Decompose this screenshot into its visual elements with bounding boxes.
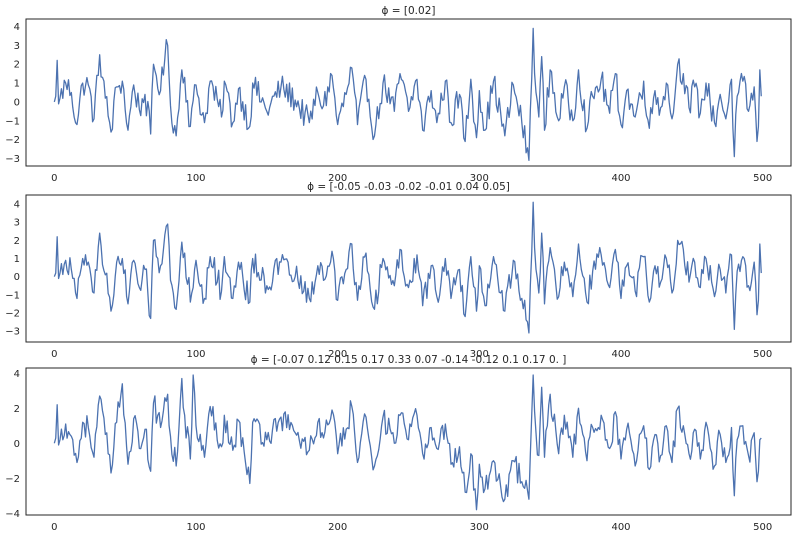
y-tick-label: −1 [5, 290, 20, 301]
y-tick-label: 3 [14, 218, 20, 229]
series-line [53, 374, 762, 511]
x-tick-label: 300 [470, 349, 489, 360]
y-tick-label: −3 [5, 327, 20, 338]
axes-frame [25, 18, 792, 167]
x-tick-label: 500 [753, 349, 772, 360]
y-tick-label: 2 [14, 404, 20, 415]
y-tick-label: −2 [5, 308, 20, 319]
x-tick-label: 200 [328, 349, 347, 360]
x-tick-label: 100 [186, 173, 205, 184]
y-tick-label: 0 [14, 439, 20, 450]
axes-frame [25, 194, 792, 343]
series-line [53, 27, 762, 162]
x-tick-label: 400 [611, 522, 630, 533]
y-tick-label: 0 [14, 97, 20, 108]
x-tick-label: 100 [186, 522, 205, 533]
y-tick-label: −2 [5, 474, 20, 485]
x-tick-label: 0 [51, 173, 57, 184]
y-tick-label: −4 [5, 509, 20, 520]
chart-panel-3: ϕ = [-0.07 0.12 0.15 0.17 0.33 0.07 -0.1… [5, 354, 792, 533]
x-tick-label: 500 [753, 173, 772, 184]
y-tick-label: 4 [14, 200, 20, 211]
y-tick-label: 1 [14, 254, 20, 265]
x-tick-label: 200 [328, 173, 347, 184]
x-tick-label: 300 [470, 173, 489, 184]
y-tick-label: 0 [14, 272, 20, 283]
series-line [53, 201, 762, 334]
y-tick-label: 4 [14, 22, 20, 33]
x-tick-label: 0 [51, 349, 57, 360]
chart-panel-1: ϕ = [0.02] 0 100 200 300 400 500 −3 −2 −1 0 1 2 3 4 [5, 5, 792, 184]
y-tick-label: 4 [14, 369, 20, 380]
y-tick-label: −1 [5, 116, 20, 127]
chart-title: ϕ = [-0.05 -0.03 -0.02 -0.01 0.04 0.05] [307, 181, 510, 193]
chart-panel-2: ϕ = [-0.05 -0.03 -0.02 -0.01 0.04 0.05] 0… [5, 181, 792, 360]
x-tick-label: 300 [470, 522, 489, 533]
x-tick-label: 400 [611, 173, 630, 184]
y-tick-label: 2 [14, 236, 20, 247]
y-tick-label: 2 [14, 60, 20, 71]
x-tick-label: 400 [611, 349, 630, 360]
axes-frame [25, 367, 792, 516]
y-tick-label: −3 [5, 154, 20, 165]
x-tick-label: 100 [186, 349, 205, 360]
x-tick-label: 500 [753, 522, 772, 533]
y-tick-label: 3 [14, 41, 20, 52]
chart-title: ϕ = [0.02] [382, 5, 436, 17]
y-tick-label: 1 [14, 79, 20, 90]
x-tick-label: 200 [328, 522, 347, 533]
x-tick-label: 0 [51, 522, 57, 533]
y-tick-label: −2 [5, 135, 20, 146]
chart-title: ϕ = [-0.07 0.12 0.15 0.17 0.33 0.07 -0.1… [251, 354, 567, 366]
